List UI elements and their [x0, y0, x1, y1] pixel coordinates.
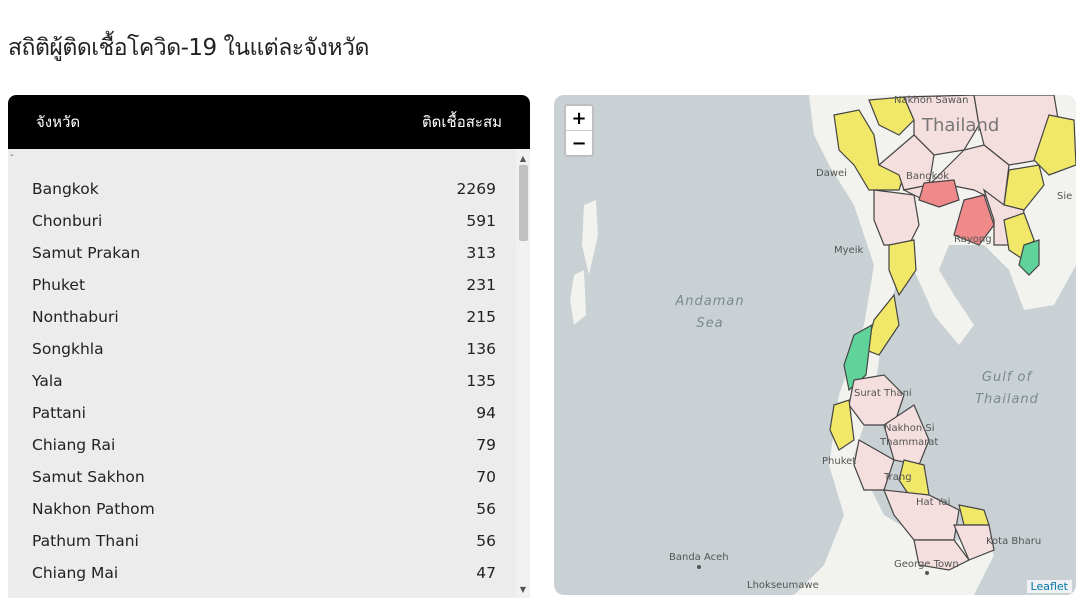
leaflet-attribution-link[interactable]: Leaflet: [1026, 580, 1072, 593]
label-thammarat: Thammarat: [880, 437, 939, 448]
zoom-out-button[interactable]: −: [566, 130, 592, 155]
label-gulf-1: Gulf of: [981, 370, 1033, 385]
table-dash: -: [10, 150, 14, 161]
table-row[interactable]: Nakhon Pathom 56: [8, 493, 516, 525]
case-count: 94: [476, 404, 496, 422]
label-dawei: Dawei: [816, 168, 847, 179]
province-name: Songkhla: [32, 340, 104, 358]
case-count: 79: [476, 436, 496, 454]
province-central-red: [918, 179, 960, 208]
case-count: 56: [476, 500, 496, 518]
city-dot-george-town: [925, 571, 929, 575]
province-name: Nonthaburi: [32, 308, 119, 326]
label-trang: Trang: [884, 472, 912, 483]
label-andaman-1: Andaman: [675, 294, 745, 309]
table-body[interactable]: - Bangkok 2269 Chonburi 591 Samut Prakan 313 P…: [8, 149, 516, 598]
column-header-cases[interactable]: ติดเชื้อสะสม: [421, 113, 502, 131]
province-yala-yellow: [958, 504, 990, 526]
scroll-thumb[interactable]: [519, 165, 528, 241]
page-title: สถิติผู้ติดเชื้อโควิด-19 ในแต่ละจังหวัด: [8, 35, 369, 61]
province-west-pink: [873, 189, 920, 246]
table-row[interactable]: Samut Sakhon 70: [8, 461, 516, 493]
label-gulf-of-thailand: Gulf of Thailand: [974, 367, 1040, 411]
province-south-yellow: [888, 239, 917, 297]
table-row[interactable]: Chiang Rai 79: [8, 429, 516, 461]
case-count: 2269: [456, 180, 496, 198]
label-myeik: Myeik: [834, 245, 864, 256]
province-name: Phuket: [32, 276, 86, 294]
province-phuket-yellow: [829, 399, 855, 451]
province-south-pink2: [913, 539, 970, 571]
table-row[interactable]: Samut Prakan 313: [8, 237, 516, 269]
table-row[interactable]: Songkhla 136: [8, 333, 516, 365]
land-island-west2: [570, 270, 586, 325]
province-name: Samut Sakhon: [32, 468, 145, 486]
label-thailand: Thailand: [922, 115, 1000, 136]
table-header: จังหวัด ติดเชื้อสะสม: [8, 95, 530, 149]
label-andaman-sea: Andaman Sea: [674, 291, 746, 335]
table-scrollbar[interactable]: ▲ ▼: [516, 149, 530, 598]
case-count: 313: [466, 244, 496, 262]
table-row[interactable]: Bangkok 2269: [8, 173, 516, 205]
table-row[interactable]: Phuket 231: [8, 269, 516, 301]
province-east-red: [953, 194, 995, 246]
province-north-yellow2: [868, 96, 915, 136]
scroll-down-arrow-icon[interactable]: ▼: [519, 584, 527, 594]
table-row[interactable]: Yala 135: [8, 365, 516, 397]
label-sie: Sie: [1057, 191, 1073, 202]
table-row[interactable]: Pattani 94: [8, 397, 516, 429]
province-name: Yala: [32, 372, 63, 390]
province-trang-pink: [853, 439, 895, 491]
label-lhokseumawe: Lhokseumawe: [747, 580, 819, 591]
province-east-yellow: [1033, 114, 1076, 176]
case-count: 231: [466, 276, 496, 294]
case-count: 215: [466, 308, 496, 326]
label-hat-yai: Hat Yai: [916, 497, 951, 508]
land-island-west: [582, 200, 598, 275]
city-dot-banda-aceh: [697, 565, 701, 569]
province-name: Bangkok: [32, 180, 99, 198]
province-name: Chiang Mai: [32, 564, 119, 582]
table-row[interactable]: Chonburi 591: [8, 205, 516, 237]
label-andaman-2: Sea: [696, 316, 724, 331]
column-header-province[interactable]: จังหวัด: [36, 113, 81, 131]
label-nakhon-si: Nakhon Si: [884, 423, 935, 434]
table-row[interactable]: Nonthaburi 215: [8, 301, 516, 333]
case-count: 47: [476, 564, 496, 582]
province-name: Samut Prakan: [32, 244, 141, 262]
scroll-up-arrow-icon[interactable]: ▲: [519, 153, 527, 163]
label-bangkok: Bangkok: [906, 171, 950, 182]
province-name: Chonburi: [32, 212, 103, 230]
province-nakhon-pink: [883, 404, 930, 466]
province-name: Nakhon Pathom: [32, 500, 155, 518]
label-gulf-2: Thailand: [975, 392, 1039, 407]
label-rayong: Rayong: [954, 234, 992, 245]
table-row[interactable]: Chiang Mai 47: [8, 557, 516, 589]
case-count: 135: [466, 372, 496, 390]
zoom-control: + −: [564, 104, 594, 157]
label-surat-thani: Surat Thani: [854, 388, 912, 399]
case-count: 56: [476, 532, 496, 550]
label-nakhon-sawan: Nakhon Sawan: [894, 95, 969, 106]
label-banda-aceh: Banda Aceh: [669, 552, 729, 563]
province-table: จังหวัด ติดเชื้อสะสม - Bangkok 2269 Chonbu…: [8, 95, 530, 598]
case-count: 591: [466, 212, 496, 230]
case-count: 70: [476, 468, 496, 486]
covid-map[interactable]: Thailand Nakhon Sawan Dawei Bangkok Rayo…: [554, 95, 1076, 595]
map-canvas[interactable]: [554, 95, 1076, 595]
label-george-town: George Town: [894, 559, 959, 570]
province-trat-green: [1018, 239, 1040, 276]
case-count: 136: [466, 340, 496, 358]
province-name: Pathum Thani: [32, 532, 139, 550]
province-name: Chiang Rai: [32, 436, 116, 454]
province-name: Pattani: [32, 404, 86, 422]
label-phuket: Phuket: [822, 456, 857, 467]
label-kota-bharu: Kota Bharu: [986, 536, 1042, 547]
province-pattani-pink: [953, 524, 995, 561]
table-row[interactable]: Pathum Thani 56: [8, 525, 516, 557]
zoom-in-button[interactable]: +: [566, 106, 592, 130]
